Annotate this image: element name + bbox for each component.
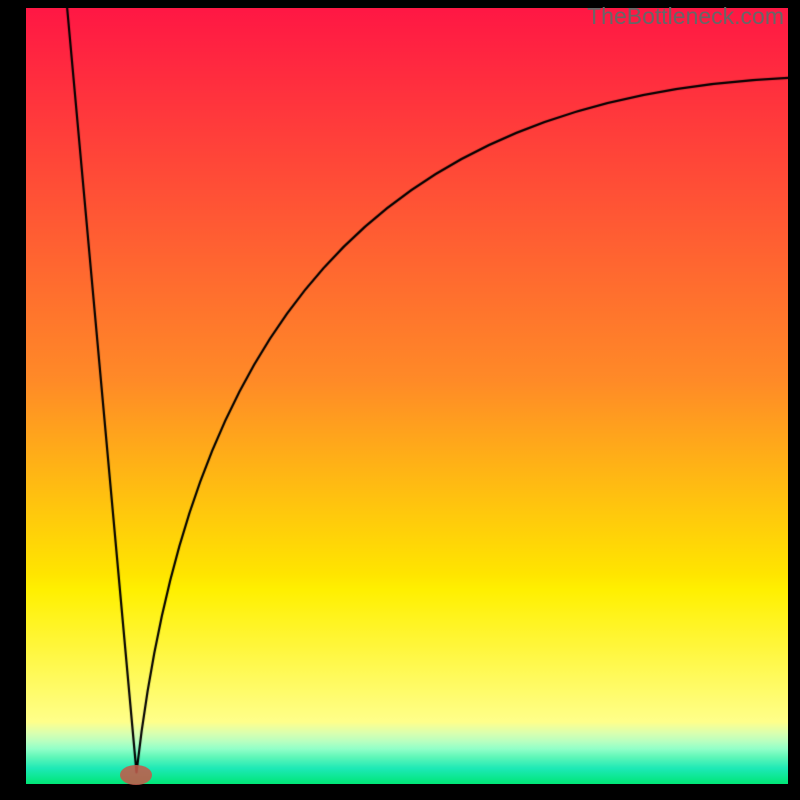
watermark-text: TheBottleneck.com: [587, 3, 784, 30]
chart-frame: TheBottleneck.com: [0, 0, 800, 800]
plot-area: [26, 8, 788, 784]
curve-canvas: [26, 8, 788, 784]
